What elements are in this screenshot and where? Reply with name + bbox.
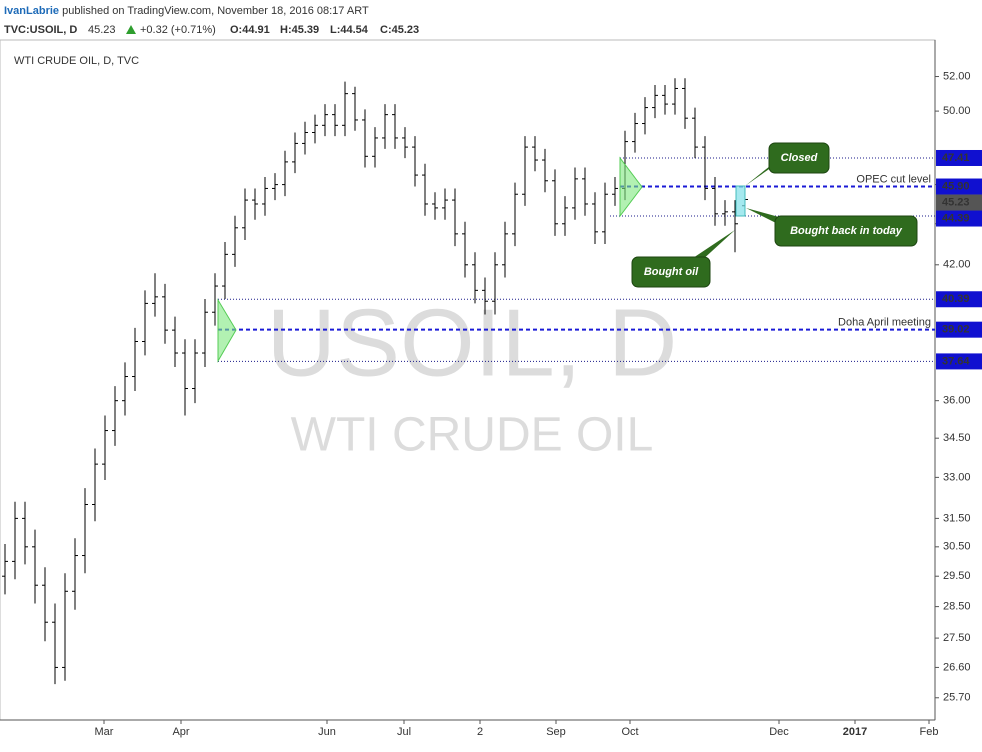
callout-text: Bought oil	[644, 266, 699, 278]
published: published on TradingView.com, November 1…	[62, 5, 369, 17]
y-tick-label: 52.00	[943, 70, 971, 82]
y-tick-label: 25.70	[943, 692, 971, 704]
price-tag-label: 37.64	[942, 355, 970, 367]
ohlc-open: O:44.91	[230, 24, 270, 36]
chart-title: WTI CRUDE OIL, D, TVC	[14, 55, 139, 67]
author: IvanLabrie	[4, 5, 59, 17]
price-tag-label: 45.23	[942, 196, 970, 208]
watermark: USOIL, D	[267, 289, 678, 396]
ohlc-close: C:45.23	[380, 24, 419, 36]
callout-text: Bought back in today	[790, 225, 903, 237]
x-tick-label: Feb	[920, 726, 939, 738]
ohlc-high: H:45.39	[280, 24, 319, 36]
x-tick-label: Mar	[95, 726, 114, 738]
x-tick-label: Sep	[546, 726, 566, 738]
level-note: Doha April meeting	[838, 317, 931, 329]
x-tick-label: Apr	[172, 726, 189, 738]
x-tick-label: 2	[477, 726, 483, 738]
price-tag-label: 45.90	[942, 180, 970, 192]
zone	[217, 298, 237, 363]
price: 45.23	[88, 24, 116, 36]
callout: Closed	[745, 142, 830, 186]
x-tick-label: Jul	[397, 726, 411, 738]
y-tick-label: 33.00	[943, 471, 971, 483]
y-tick-label: 34.50	[943, 432, 971, 444]
symbol: TVC:USOIL, D	[4, 24, 77, 36]
marks: OPEC cut level Doha April meeting	[2, 78, 935, 685]
y-tick-label: 42.00	[943, 259, 971, 271]
price-tag	[936, 291, 982, 308]
callout: Bought oil	[631, 230, 735, 288]
y-tick-label: 27.50	[943, 632, 971, 644]
price-tag	[936, 210, 982, 227]
up-arrow	[126, 25, 136, 34]
price-tag	[936, 178, 982, 195]
price-tag-label: 44.39	[942, 212, 970, 224]
price-tag	[936, 321, 982, 338]
y-tick-label: 36.00	[943, 395, 971, 407]
change: +0.32 (+0.71%)	[140, 24, 216, 36]
price-tag	[936, 353, 982, 370]
price-tag	[936, 149, 982, 166]
watermark-sub: WTI CRUDE OIL	[291, 409, 654, 462]
callout-text: Closed	[781, 152, 818, 164]
price-tag-label: 39.02	[942, 324, 970, 336]
x-tick-label: 2017	[843, 726, 867, 738]
price-tag	[936, 194, 982, 211]
price-tag-label: 40.39	[942, 293, 970, 305]
x-tick-label: Jun	[318, 726, 336, 738]
ohlc-low: L:44.54	[330, 24, 369, 36]
level-note: OPEC cut level	[856, 173, 931, 185]
y-tick-label: 26.60	[943, 661, 971, 673]
zone	[735, 185, 746, 217]
x-tick-label: Oct	[621, 726, 638, 738]
zone	[619, 156, 643, 218]
x-tick-label: Dec	[769, 726, 789, 738]
y-tick-label: 50.00	[943, 105, 971, 117]
callout: Bought back in today	[746, 208, 918, 247]
y-tick-label: 29.50	[943, 570, 971, 582]
price-tag-label: 47.41	[942, 152, 970, 164]
header-line: IvanLabrie published on TradingView.com,…	[4, 5, 369, 17]
y-tick-label: 28.50	[943, 601, 971, 613]
y-tick-label: 31.50	[943, 512, 971, 524]
y-tick-label: 30.50	[943, 541, 971, 553]
